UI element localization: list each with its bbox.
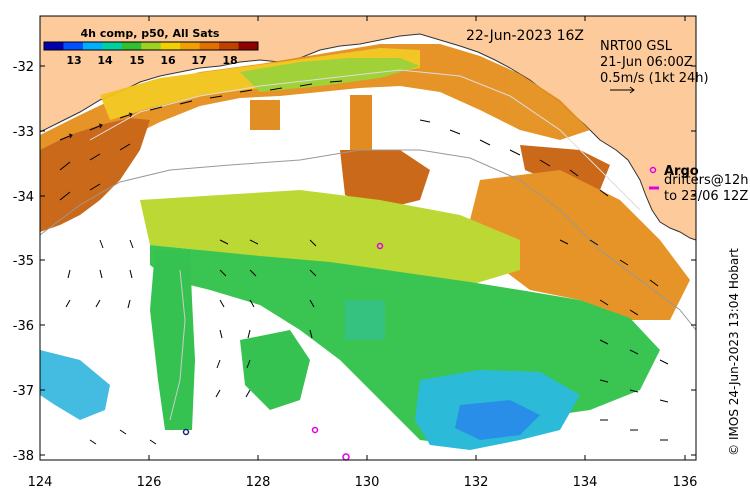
y-tick-label: -37: [13, 384, 34, 399]
drifters-label-1: drifters@12h: [664, 173, 749, 188]
sst-green-southwest: [240, 330, 310, 410]
y-axis: -32 -33 -34 -35 -36 -37 -38: [13, 60, 696, 464]
sst-orange-strip-2: [250, 100, 280, 130]
colorbar: [43, 41, 259, 51]
colorbar-cell: [219, 42, 240, 50]
colorbar-cell: [102, 42, 123, 50]
colorbar-tick: 18: [222, 54, 237, 67]
y-tick-label: -34: [13, 190, 34, 205]
argo-float-2: [311, 426, 319, 434]
colorbar-tick: 15: [129, 54, 144, 67]
colorbar-cell: [44, 42, 64, 50]
bathymetry-contours: [39, 69, 697, 421]
colorbar-tick: 16: [160, 54, 176, 67]
x-tick-label: 126: [137, 475, 162, 490]
x-tick-label: 130: [355, 475, 380, 490]
y-tick-label: -36: [13, 319, 34, 334]
argo-label: Argo: [664, 164, 699, 179]
vector-time: 21-Jun 06:00Z: [600, 55, 693, 70]
scale-arrow: [610, 86, 635, 94]
timestamp: 22-Jun-2023 16Z: [466, 28, 584, 44]
colorbar-cell: [141, 42, 162, 50]
x-tick-label: 136: [673, 475, 698, 490]
plot-frame: [39, 15, 697, 461]
x-tick-label: 134: [573, 475, 598, 490]
sst-orange-east: [470, 170, 690, 320]
colorbar-cell: [63, 42, 84, 50]
colorbar-cell: [121, 42, 142, 50]
y-tick-label: -35: [13, 254, 34, 269]
drifters-label-2: to 23/06 12Z: [664, 189, 748, 204]
current-vectors: [59, 80, 669, 445]
colorbar-ticks: 13 14 15 16 17 18: [66, 54, 237, 67]
vector-scale: 0.5m/s (1kt 24h): [600, 71, 709, 86]
colorbar-cell: [160, 42, 181, 50]
sst-hot-east: [520, 145, 610, 190]
sst-green-west: [150, 250, 195, 430]
colorbar-cell: [82, 42, 103, 50]
credit-text: © IMOS 24-Jun-2023 13:04 Hobart: [727, 248, 741, 456]
sst-blue-patch: [455, 400, 540, 440]
land-mass: [39, 15, 697, 241]
sst-hot-west: [40, 118, 150, 232]
x-tick-label: 132: [464, 475, 489, 490]
sst-cyan-west: [40, 350, 110, 420]
colorbar-tick: 13: [66, 54, 81, 67]
colorbar-title: 4h comp, p50, All Sats: [81, 27, 220, 40]
colorbar-border: [43, 41, 259, 51]
sst-yellow-central: [140, 190, 520, 285]
colorbar-cell: [180, 42, 201, 50]
colorbar-tick: 14: [97, 54, 113, 67]
y-tick-label: -32: [13, 60, 34, 75]
argo-float-1: [376, 242, 384, 250]
y-tick-label: -33: [13, 125, 34, 140]
x-axis: 124 126 128 130 132 134 136: [28, 16, 698, 490]
colorbar-cell: [199, 42, 220, 50]
sst-hot-central: [340, 150, 430, 210]
x-tick-label: 124: [28, 475, 53, 490]
y-tick-label: -38: [13, 449, 34, 464]
colorbar-cell: [238, 42, 259, 50]
sst-green-bit: [345, 300, 385, 340]
argo-float-3: [182, 428, 190, 436]
colorbar-tick: 17: [191, 54, 206, 67]
argo-legend-marker: [649, 166, 657, 174]
vector-source: NRT00 GSL: [600, 39, 673, 54]
sst-field: [40, 44, 690, 450]
x-tick-label: 128: [246, 475, 271, 490]
